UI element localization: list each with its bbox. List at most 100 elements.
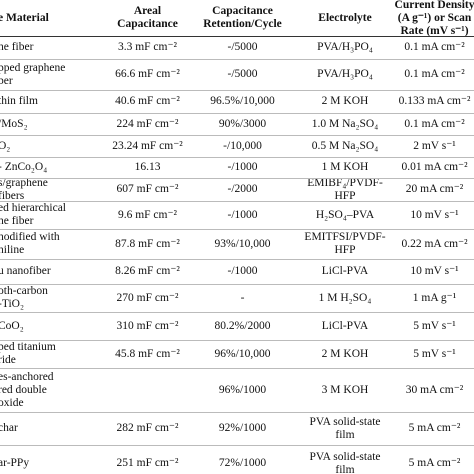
table-cell: CoO₂ xyxy=(0,312,95,340)
cell-text: 1 M H₂SO₄ xyxy=(318,291,372,304)
row-rule xyxy=(0,36,474,37)
header-cell: Capacitance Retention/Cycle xyxy=(195,0,290,36)
cell-text: - ZnCo₂O₄ xyxy=(0,161,48,173)
table-cell: PVA solid-state film xyxy=(290,445,400,474)
table-cell: 1.0 M Na₂SO₄ xyxy=(290,113,400,135)
cell-text: 0.22 mA cm⁻² xyxy=(401,237,468,250)
header-cell: e Material xyxy=(0,0,95,36)
cell-text: PVA/H₃PO₄ xyxy=(317,41,373,53)
cell-text: 5 mV s⁻¹ xyxy=(413,319,456,332)
cell-text: 16.13 xyxy=(134,161,161,173)
cell-text: -/1000 xyxy=(227,208,258,221)
cell-text: ne fiber xyxy=(0,215,34,227)
row-rule xyxy=(0,445,474,446)
table-cell: 30 mA cm⁻² xyxy=(395,368,474,412)
table-cell: u nanofiber xyxy=(0,259,95,284)
cell-text: 0.1 mA cm⁻² xyxy=(404,117,465,130)
table-cell: -/10,000 xyxy=(195,135,290,157)
table-cell: 96.5%/10,000 xyxy=(195,90,290,113)
cell-text: Current Density xyxy=(394,0,474,11)
cell-text: 310 mF cm⁻² xyxy=(116,319,179,332)
cell-text: /MoS₂ xyxy=(0,117,28,130)
table-cell: pped graphene ber xyxy=(0,59,95,90)
table-cell: 5 mV s⁻¹ xyxy=(395,340,474,368)
table-cell: 607 mF cm⁻² xyxy=(95,178,200,201)
cell-text: red double xyxy=(0,383,47,396)
cell-text: -/10,000 xyxy=(223,139,262,152)
table-cell: -/1000 xyxy=(195,201,290,229)
cell-text: ber xyxy=(0,74,13,87)
cell-text: 282 mF cm⁻² xyxy=(116,422,179,434)
cell-text: 30 mA cm⁻² xyxy=(405,383,464,396)
cell-text: e Material xyxy=(0,11,49,24)
cell-text: 96%/10,000 xyxy=(214,347,271,360)
cell-text: char xyxy=(0,422,18,434)
table-cell: LiCl-PVA xyxy=(290,312,400,340)
table-cell: 80.2%/2000 xyxy=(195,312,290,340)
table-cell: 20 mA cm⁻² xyxy=(395,178,474,201)
cell-text: nodified with xyxy=(0,231,60,243)
cell-text: Retention/Cycle xyxy=(203,18,282,30)
cell-text: Capacitance xyxy=(117,18,178,30)
cell-text: -/1000 xyxy=(227,265,258,277)
table-cell: PVA/H₃PO₄ xyxy=(290,36,400,59)
cell-text: 0.5 M Na₂SO₄ xyxy=(311,139,379,152)
cell-text: 10 mV s⁻¹ xyxy=(410,265,459,277)
table-cell: ne fiber xyxy=(0,36,95,59)
table-cell: thin film xyxy=(0,90,95,113)
cell-text: 93%/10,000 xyxy=(214,237,271,250)
cell-text: HFP xyxy=(334,244,356,256)
table-cell: 3 M KOH xyxy=(290,368,400,412)
table-cell: 10 mV s⁻¹ xyxy=(395,259,474,284)
table-cell: 87.8 mF cm⁻² xyxy=(95,229,200,259)
table-cell: 90%/3000 xyxy=(195,113,290,135)
table-cell: 5 mA cm⁻² xyxy=(395,445,474,474)
cell-text: fibers xyxy=(0,189,25,202)
cell-text: film xyxy=(335,463,355,474)
table-cell: ed hierarchical ne fiber xyxy=(0,201,95,229)
table-cell: 5 mV s⁻¹ xyxy=(395,312,474,340)
cell-text: 0.1 mA cm⁻² xyxy=(404,68,465,80)
cell-text: -/5000 xyxy=(227,68,258,80)
cell-text: Areal xyxy=(133,5,162,17)
cell-text: ed hierarchical xyxy=(0,202,66,214)
table-cell: 2 M KOH xyxy=(290,340,400,368)
cell-text: EMIBF₄/PVDF- xyxy=(307,176,383,189)
cell-text: oth-carbon xyxy=(0,285,48,297)
table-cell: 251 mF cm⁻² xyxy=(95,445,200,474)
table-cell: LiCl-PVA xyxy=(290,259,400,284)
table-cell: 5 mA cm⁻² xyxy=(395,412,474,445)
cell-text: PVA solid-state xyxy=(309,450,381,463)
table-cell: H₂SO₄–PVA xyxy=(290,201,400,229)
table-cell: char xyxy=(0,412,95,445)
cell-text: O₂ xyxy=(0,139,11,152)
cell-text: thin film xyxy=(0,95,38,107)
cell-text: 90%/3000 xyxy=(218,117,267,130)
cell-text: -/1000 xyxy=(227,161,258,173)
cell-text: 3.3 mF cm⁻² xyxy=(117,41,178,53)
cell-text: oxide xyxy=(0,396,24,409)
cell-text: Rate (mV s⁻¹) xyxy=(400,24,469,37)
cell-text: ride xyxy=(0,354,16,366)
cell-text: CoO₂ xyxy=(0,319,24,332)
table-cell: 0.133 mA cm⁻² xyxy=(395,90,474,113)
row-rule xyxy=(0,90,474,91)
cell-text: ne fiber xyxy=(0,41,34,53)
cell-text: 270 mF cm⁻² xyxy=(116,291,179,304)
cell-text: LiCl-PVA xyxy=(321,319,369,332)
table-cell: -/5000 xyxy=(195,59,290,90)
cell-text: 3 M KOH xyxy=(321,383,369,396)
cell-text: 66.6 mF cm⁻² xyxy=(115,68,180,80)
cell-text: 87.8 mF cm⁻² xyxy=(115,237,180,250)
table-cell: 8.26 mF cm⁻² xyxy=(95,259,200,284)
header-cell: Electrolyte xyxy=(290,0,400,36)
cell-text: 80.2%/2000 xyxy=(214,319,271,332)
table-cell: -/1000 xyxy=(195,259,290,284)
table-cell: 40.6 mF cm⁻² xyxy=(95,90,200,113)
row-rule xyxy=(0,201,474,202)
cell-text: -/2000 xyxy=(227,183,258,195)
table-cell: 3.3 mF cm⁻² xyxy=(95,36,200,59)
table-cell: 282 mF cm⁻² xyxy=(95,412,200,445)
cell-text: LiCl-PVA xyxy=(321,265,369,277)
